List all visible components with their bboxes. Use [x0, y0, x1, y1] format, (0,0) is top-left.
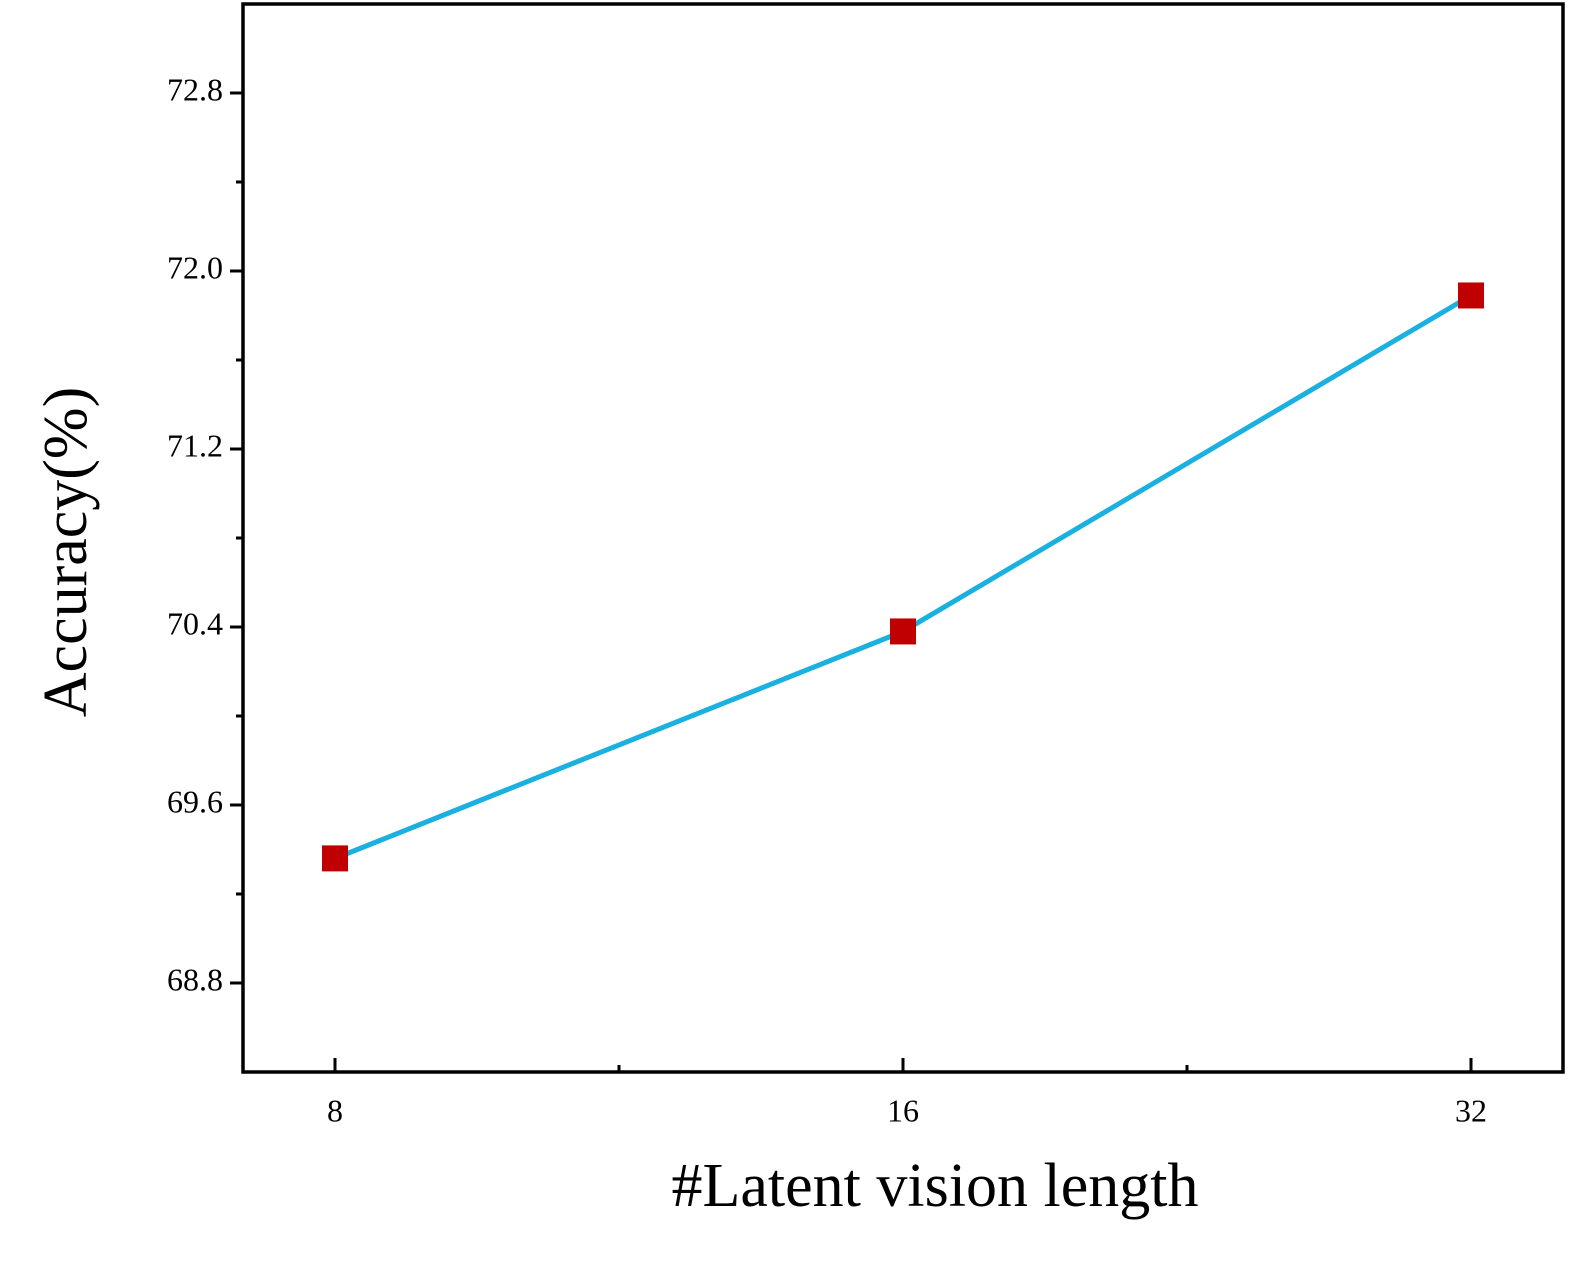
y-tick-label: 72.8: [167, 71, 223, 107]
y-axis-title: Accuracy(%): [32, 387, 100, 717]
marker: [322, 845, 348, 872]
x-tick-label: 16: [887, 1092, 919, 1128]
x-tick-label: 32: [1455, 1092, 1487, 1128]
y-tick-label: 69.6: [167, 783, 223, 819]
y-tick-label: 71.2: [167, 427, 223, 463]
plot-frame: [241, 2, 1565, 1074]
x-axis-title: #Latent vision length: [672, 1152, 1199, 1220]
y-tick-label: 70.4: [167, 605, 223, 641]
marker: [1458, 282, 1484, 309]
y-tick-label: 72.0: [167, 249, 223, 285]
marker: [890, 618, 916, 645]
line: [334, 293, 1473, 861]
y-tick-label: 68.8: [167, 961, 223, 997]
x-tick-label: 8: [327, 1092, 343, 1128]
